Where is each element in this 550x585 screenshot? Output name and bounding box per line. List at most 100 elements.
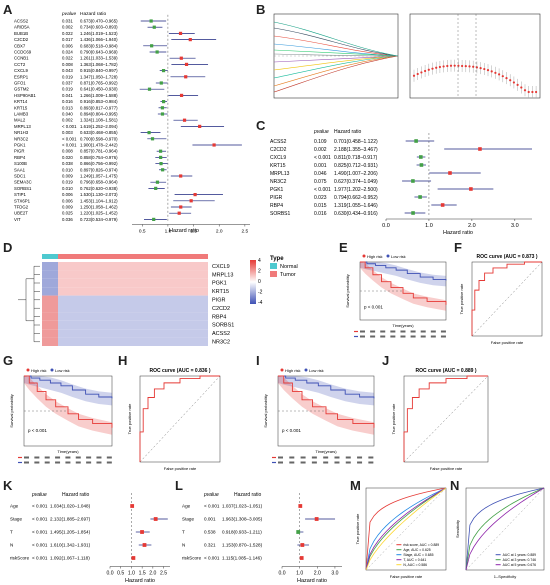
lasso-cv-point: [509, 79, 512, 82]
forest-c-row-label: NR3C2: [270, 179, 287, 185]
fl-xlabel: Hazard ratio: [297, 578, 327, 584]
forest-c-row-hr: 1.977(1.202–2.500): [334, 187, 378, 193]
forest-a-row-pvalue: 0.024: [62, 50, 73, 55]
forest-a-row-hr: 1.900(1.478–2.442): [80, 143, 118, 148]
heatmap-cells-normal: [42, 295, 58, 304]
fl-point-marker: [314, 517, 319, 521]
roc-title: ROC curve (AUC = 0.889 ): [416, 368, 477, 374]
forest-a-point-marker: [162, 100, 166, 104]
heatmap-gene-label: RBP4: [212, 314, 226, 320]
km-risk-table-cell: [34, 456, 40, 459]
forest-a-row-label: NR3C2: [14, 136, 29, 141]
fk-tick-label: 2.0: [149, 571, 156, 577]
roc-diagonal: [471, 261, 543, 337]
legend-tumor-swatch: [270, 271, 277, 277]
multi-roc-legend-label: AUC at 3 years: 0.746: [503, 558, 536, 562]
km-ylabel: Survival probability: [345, 274, 350, 308]
forest-a-row-hr: 0.790(0.643–0.969): [80, 50, 118, 55]
heatmap-scale-label: 2: [258, 269, 261, 275]
forest-c-row-pvalue: < 0.001: [314, 187, 331, 193]
forest-a-row-pvalue: 0.019: [62, 180, 73, 185]
km-risk-table-cell: [430, 335, 436, 338]
forest-a-row-hr: 0.858(0.754–0.976): [80, 155, 118, 160]
forest-a-row-label: ESRP1: [14, 74, 29, 79]
km-e-svg: High risk Low risk p < 0.001 Survival proba…: [345, 254, 447, 338]
km-g-svg: High risk Low risk p < 0.001 Survival proba…: [9, 368, 113, 464]
roc-curve: [139, 375, 220, 462]
km-legend-high-marker: [26, 368, 30, 372]
fk-point-marker: [142, 543, 147, 547]
km-legend-high-label: High risk: [285, 368, 301, 373]
forest-a-row-pvalue: 0.019: [62, 87, 73, 92]
forest-c-hr-header: Hazard ratio: [334, 129, 361, 135]
forest-a-row-hr: 0.734(0.603–0.893): [80, 25, 118, 30]
forest-a-row-label: RBP4: [14, 155, 26, 160]
forest-a-row-pvalue: 0.006: [62, 198, 73, 203]
lasso-cv-point: [505, 77, 508, 80]
heatmap-gene-label: PGK1: [212, 281, 227, 287]
forest-c-row-pvalue: < 0.001: [314, 155, 331, 161]
lasso-cv-point: [512, 81, 515, 84]
forest-c-row-label: KRT15: [270, 163, 286, 169]
km-risk-table-cell: [300, 461, 306, 464]
forest-c-point-marker: [418, 195, 422, 199]
lasso-cv-point: [479, 67, 482, 70]
heatmap-gene-label: MRPL13: [212, 272, 233, 278]
forest-a-tick-label: 2.0: [216, 229, 223, 235]
fk-row-hr: 1.610(1.342–1.931): [50, 543, 91, 548]
forest-a-row-label: HSP90AB1: [14, 93, 36, 98]
roc-ylabel: True positive rate: [459, 283, 464, 315]
forest-a-point-marker: [159, 162, 163, 166]
forest-a-point-marker: [147, 131, 151, 135]
panel-label-m: M: [350, 478, 361, 493]
forest-a-row-label: SDC1: [14, 174, 26, 179]
multi-roc-xlabel: False positive rate: [390, 574, 423, 579]
forest-a-point-marker: [155, 50, 159, 54]
heatmap-gene-label: CXCL9: [212, 264, 230, 270]
km-legend-low-label: Low risk: [55, 368, 70, 373]
lasso-cv-point: [438, 65, 441, 69]
km-legend-low-label: Low risk: [391, 254, 406, 259]
forest-c-point-marker: [469, 187, 473, 191]
forest-a-row-hr: 0.796(0.658–0.964): [80, 180, 118, 185]
panel-label-l: L: [175, 478, 183, 493]
km-low-risk-curve: [278, 375, 375, 399]
km-risk-table-cell: [86, 456, 92, 459]
forest-a-row-hr: 0.673(0.470–0.965): [80, 19, 118, 24]
km-risk-table-cell: [368, 461, 374, 464]
fl-row-hr: 1.037(1.023–1.051): [222, 504, 263, 509]
panel-label-b: B: [256, 2, 266, 17]
panel-label-j: J: [382, 353, 390, 368]
forest-a-row-hr: 1.436(1.066–1.940): [80, 37, 118, 42]
forest-a-row-hr: 1.266(1.009–1.588): [80, 93, 118, 98]
panel-label-f: F: [454, 240, 462, 255]
km-risk-table-cell: [278, 456, 283, 459]
roc-xlabel: False positive rate: [491, 340, 524, 345]
km-risk-table-cell: [368, 456, 374, 459]
forest-a-point-marker: [150, 137, 155, 141]
forest-a-point-marker: [179, 93, 184, 97]
fl-row-pvalue: 0.321: [204, 543, 216, 548]
roc-ylabel: True positive rate: [391, 403, 396, 435]
multi-roc-ylabel: Sensitivity: [455, 520, 460, 538]
lasso-cv-point: [501, 75, 504, 78]
multi-roc-curve: [365, 487, 447, 571]
km-risk-table-cell: [380, 335, 386, 338]
fk-row-label: T: [10, 530, 13, 535]
roc-f-svg: ROC curve (AUC = 0.873 ) True positive ra…: [459, 254, 543, 345]
forest-a-point-marker: [159, 81, 163, 85]
fl-tick-label: 0.0: [278, 571, 285, 577]
forest-a-row-pvalue: 0.020: [62, 155, 73, 160]
forest-a-row-hr: 1.619(1.252–2.094): [80, 124, 118, 129]
fk-point-marker: [153, 517, 158, 521]
multi-roc-legend-label: AUC at 5 years: 0.676: [503, 563, 536, 567]
km-legend-low-marker: [50, 368, 54, 372]
forest-a-row-label: PGK1: [14, 143, 26, 148]
km-risk-table-cell: [75, 456, 81, 459]
heatmap-cells-tumor: [58, 329, 208, 338]
km-high-risk-curve: [360, 261, 447, 305]
multi-roc-curve: [365, 487, 447, 571]
heatmap-svg: CXCL9 MRPL13 PGK1 KRT15 PIGR C2CD2 RBP4 SORBS1 A…: [18, 254, 298, 346]
forest-a-row-pvalue: 0.013: [62, 105, 73, 110]
km-legend-high-marker: [362, 254, 366, 258]
